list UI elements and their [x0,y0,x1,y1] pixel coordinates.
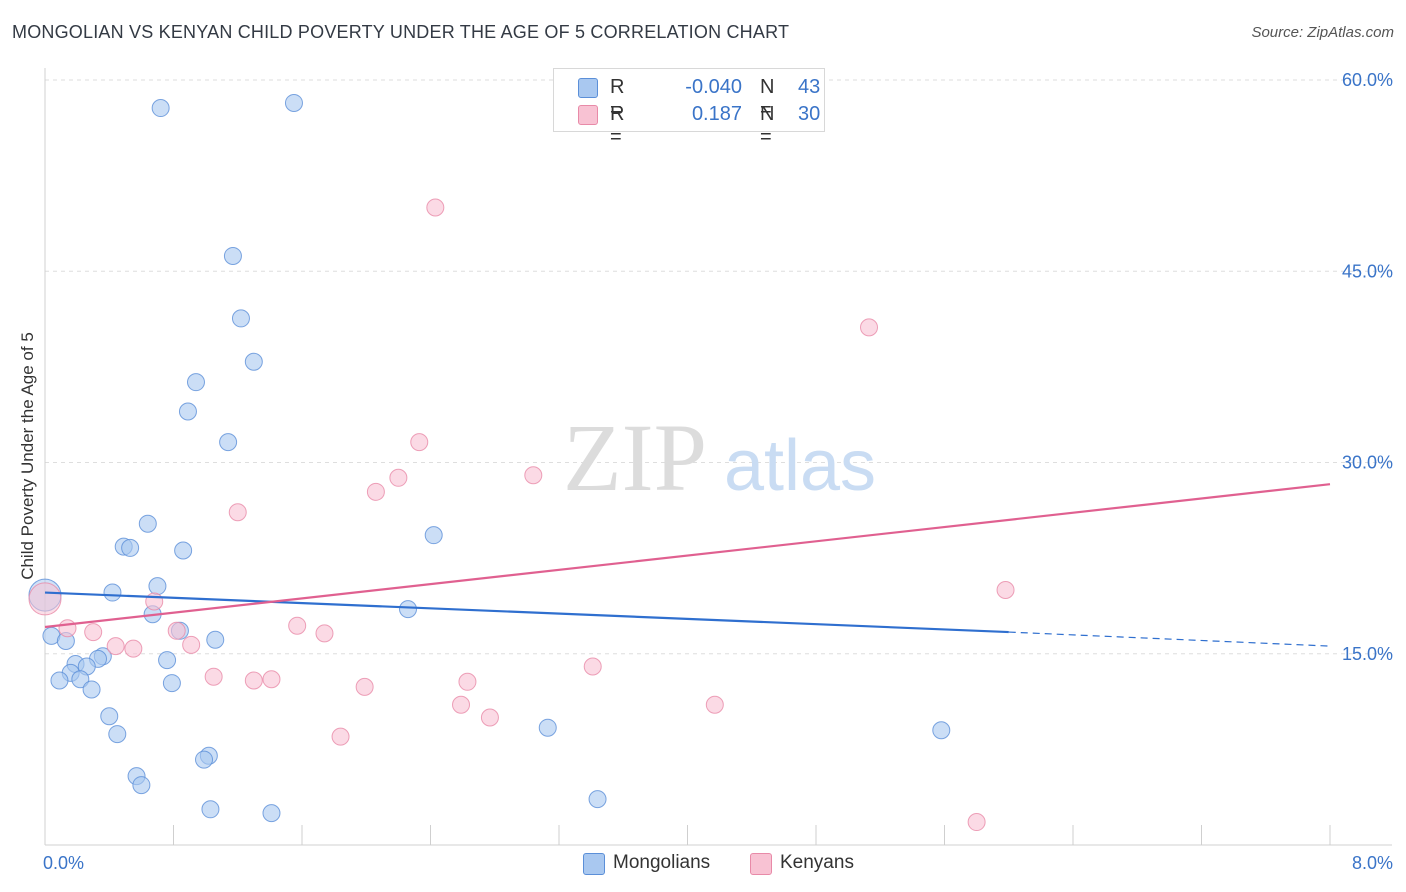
y-tick-label: 30.0% [1342,453,1393,473]
kenyan-point [145,592,164,611]
y-tick-label: 45.0% [1342,261,1393,281]
kenyan-point [84,623,103,642]
bottom-legend-label-mongolians: Mongolians [613,852,711,873]
bottom-legend-swatch-kenyans [750,853,772,875]
mongolian-point [148,577,167,596]
kenyan-trend-line [44,483,1331,629]
y-tick-label: 15.0% [1342,644,1393,664]
legend-r-label: R = [610,76,625,121]
mongolian-point [82,680,101,699]
mongolian-point [231,309,250,328]
correlation-legend: R = -0.040 N = 43 R = 0.187 N = 30 [553,68,825,148]
kenyan-point [315,624,334,643]
y-axis-label: Child Poverty Under the Age of 5 [18,332,37,580]
mongolian-point [132,776,151,795]
mongolian-point [174,541,193,560]
chart-source: Source: ZipAtlas.com [1251,24,1394,41]
legend-n-label: N = [760,103,775,148]
chart-title: MONGOLIAN VS KENYAN CHILD POVERTY UNDER … [12,22,790,42]
mongolian-trend-extension [1008,631,1331,647]
mongolian-point [103,583,122,602]
axis-labels: 15.0% 30.0% 45.0% 60.0% 0.0% 8.0% Child Povert… [18,70,1393,873]
mongolian-point [138,514,157,533]
bottom-legend-swatch-mongolians [583,853,605,875]
legend-r-label: R = [610,103,625,148]
mongolian-point [219,433,238,452]
mongolian-point [108,725,127,744]
mongolian-point [201,800,220,819]
mongolian-point [100,707,119,726]
kenyan-point [480,708,499,727]
legend-n-value: 43 [798,76,821,98]
mongolian-trend-line [44,591,1009,634]
kenyan-point [288,616,307,635]
legend-swatch-mongolians [578,78,598,98]
kenyan-point [331,727,350,746]
kenyan-point [106,637,125,656]
mongolian-point [151,99,170,118]
kenyan-point [228,503,247,522]
watermark: ZIP atlas [563,404,876,511]
kenyan-point [124,639,143,658]
kenyan-point [458,672,477,691]
kenyan-point [244,671,263,690]
kenyan-point [524,466,543,485]
mongolian-point [262,804,281,823]
kenyan-point [167,621,186,640]
kenyan-point [204,667,223,686]
legend-r-value: -0.040 [685,76,742,98]
watermark-zip: ZIP [563,404,707,511]
mongolian-point [932,721,951,740]
mongolian-point [206,630,225,649]
mongolian-point [399,600,418,619]
x-tick-label-left: 0.0% [43,853,84,873]
trend-lines [44,483,1331,647]
kenyan-point [860,318,879,337]
mongolian-point [538,718,557,737]
kenyan-point [58,619,77,638]
y-tick-label: 60.0% [1342,70,1393,90]
kenyan-point [410,433,429,452]
legend-n-label: N = [760,76,775,121]
mongolian-point [121,538,140,557]
mongolian-point [424,526,443,545]
kenyan-point [28,582,62,616]
legend-r-value: 0.187 [691,103,742,125]
kenyan-point [389,468,408,487]
axes [44,68,1392,846]
kenyan-point [366,482,385,501]
mongolian-point [223,246,242,265]
kenyan-point [967,813,986,832]
kenyan-point [583,657,602,676]
legend-n-value: 30 [798,103,821,125]
mongolian-point [588,790,607,809]
mongolian-point [71,670,90,689]
mongolian-point [162,674,181,693]
kenyan-point [355,677,374,696]
kenyan-point [996,581,1015,599]
mongolian-point [158,651,177,670]
mongolian-point [284,93,303,112]
mongolian-point [195,750,214,769]
data-points [28,93,1015,832]
legend-swatch-kenyans [578,105,598,125]
kenyan-point [452,695,471,714]
mongolian-point [186,373,205,392]
kenyan-point [262,670,281,689]
x-tick-label-right: 8.0% [1352,853,1393,873]
mongolian-point [244,352,263,371]
kenyan-point [705,695,724,714]
kenyan-point [426,198,445,217]
bottom-legend-label-kenyans: Kenyans [780,852,854,873]
watermark-atlas: atlas [724,426,876,506]
kenyan-point [182,635,201,654]
mongolian-point [178,402,197,421]
mongolian-point [50,671,69,690]
